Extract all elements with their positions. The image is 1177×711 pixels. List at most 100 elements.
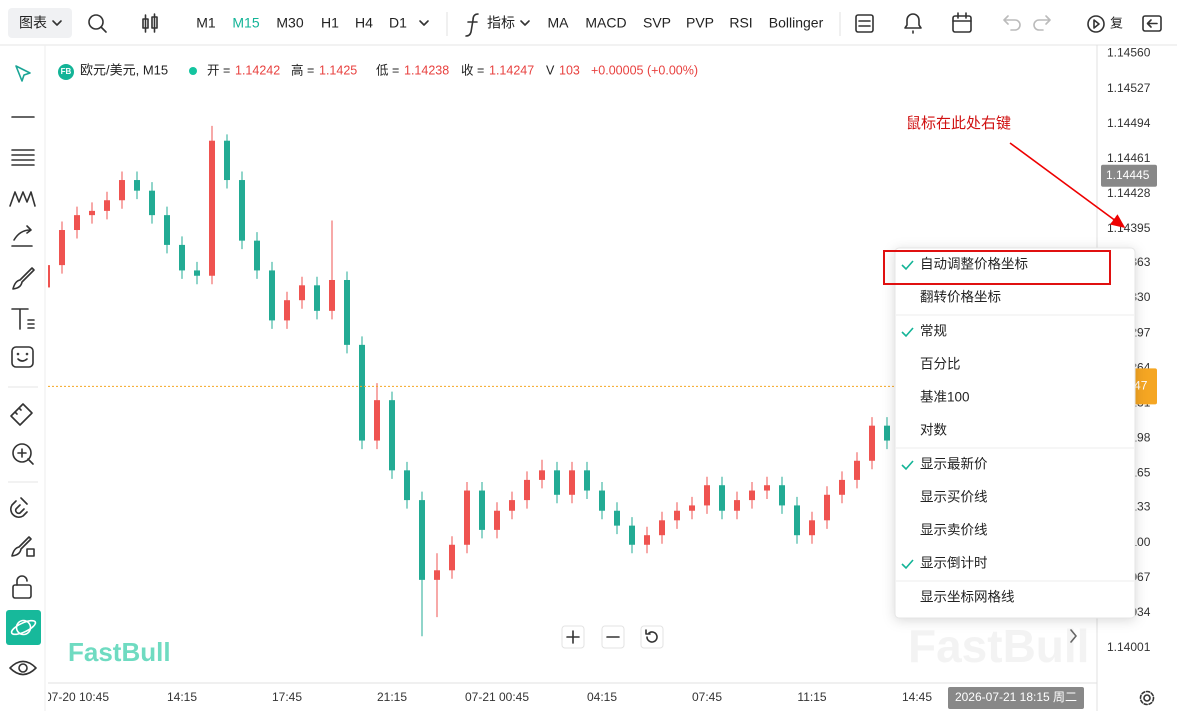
x-tick-label: 04:15 [587,690,617,704]
lock-tool[interactable] [12,575,32,599]
x-tick-label: 17:45 [272,690,302,704]
visibility-tool[interactable] [9,660,37,676]
menu-check [901,327,914,338]
y-tick-label: 1.14560 [1107,46,1151,60]
text-tool[interactable] [11,308,35,330]
indicators-button[interactable]: 指标 [487,15,515,31]
volume-label: V [546,63,555,77]
candle-body [689,505,695,511]
candle-body [89,210,95,216]
fx-icon [465,13,479,37]
timeframe-button[interactable]: H4 [355,15,373,31]
crosshair-time-label: 2026-07-21 18:15 周二 [955,690,1077,704]
candle-body [269,270,275,321]
symbol-badge-text: FB [61,67,72,76]
y-tick-label: 1.14461 [1107,151,1151,165]
y-tick-label: 1.14428 [1107,186,1151,200]
dropdown-icon[interactable] [419,20,429,26]
candle-body [104,200,110,211]
timeframe-button[interactable]: H1 [321,15,339,31]
candle-body [164,215,170,245]
watermark-faded: FastBull [908,620,1089,672]
scroll-right[interactable] [1070,629,1077,643]
menu-item-label[interactable]: 翻转价格坐标 [920,290,1001,305]
projection-tool[interactable] [11,225,33,247]
active-tool-bg[interactable] [6,610,41,645]
lock-drawing-tool[interactable] [11,536,35,557]
menu-item-label[interactable]: 显示倒计时 [920,556,988,571]
candle-type-icon[interactable] [142,13,158,33]
exit-icon[interactable] [1142,15,1162,32]
study-button[interactable]: Bollinger [769,15,824,31]
pattern-tool[interactable] [9,191,36,207]
candle-body [629,525,635,545]
reset-icon [645,629,658,643]
candle-body [734,500,740,511]
x-tick-label: 14:45 [902,690,932,704]
timeframe-button[interactable]: M1 [196,15,216,31]
candle-body [134,180,140,191]
study-button[interactable]: RSI [729,15,752,31]
search-icon[interactable] [88,14,107,33]
plot-area [48,125,1097,637]
alert-icon[interactable] [904,13,922,34]
candle-body [59,230,65,266]
timeframe-button[interactable]: D1 [389,15,407,31]
redo-icon[interactable] [1033,15,1051,31]
replay-icon[interactable] [1087,15,1105,33]
chart-menu-button[interactable] [8,8,72,38]
brush-tool[interactable] [12,267,35,290]
menu-item-label[interactable]: 自动调整价格坐标 [920,257,1028,272]
cursor-tool[interactable] [15,65,31,82]
menu-item-label[interactable]: 显示卖价线 [920,523,988,538]
study-button[interactable]: MACD [585,15,626,31]
layout-icon[interactable] [855,14,874,33]
timeframe-button[interactable]: M30 [276,15,303,31]
zoom-tool[interactable] [12,443,34,465]
high-value: 1.1425 [319,63,357,77]
candle-body [779,485,785,506]
menu-check [901,260,914,271]
ruler-tool[interactable] [10,403,33,426]
timeframe-button[interactable]: M15 [232,15,259,31]
candle-body [569,470,575,495]
candle-body [344,279,350,345]
menu-item-label[interactable]: 显示坐标网格线 [920,590,1015,605]
chart-menu-label[interactable]: 图表 [19,15,47,31]
change-value: +0.00005 (+0.00%) [591,63,698,77]
menu-item-label[interactable]: 对数 [920,423,948,438]
plus-icon [566,630,580,644]
reset-button[interactable] [640,625,664,649]
open-value: 1.14242 [235,63,280,77]
y-tick-label: 1.14527 [1107,81,1151,95]
crosshair-price-label: 1.14445 [1106,168,1150,182]
study-button[interactable]: PVP [686,15,714,31]
candle-body [794,505,800,536]
candle-body [719,485,725,511]
low-label: 低 = [376,63,399,77]
menu-item-label[interactable]: 显示买价线 [920,490,988,505]
candle-body [314,285,320,311]
replay-label[interactable]: 复 [1110,15,1123,30]
x-tick-label: 11:15 [797,690,826,704]
calendar-icon[interactable] [952,12,972,33]
menu-item-label[interactable]: 常规 [920,324,947,339]
menu-item-label[interactable]: 显示最新价 [920,457,988,472]
settings-icon[interactable] [1139,690,1155,706]
undo-icon[interactable] [1003,15,1021,31]
candle-body [854,460,860,480]
study-button[interactable]: SVP [643,15,671,31]
channel-tool[interactable] [11,149,35,166]
y-tick-label: 1.14395 [1107,221,1151,235]
magnet-tool[interactable] [10,497,28,518]
planet-tool[interactable] [10,618,37,637]
study-button[interactable]: MA [548,15,570,31]
low-value: 1.14238 [404,63,449,77]
menu-panel [894,247,1136,619]
candle-body [449,544,455,571]
candle-body [494,510,500,530]
menu-item-label[interactable]: 百分比 [920,357,961,372]
menu-item-label[interactable]: 基准100 [920,389,970,405]
emoji-tool[interactable] [11,346,34,368]
candle-body [434,570,440,580]
